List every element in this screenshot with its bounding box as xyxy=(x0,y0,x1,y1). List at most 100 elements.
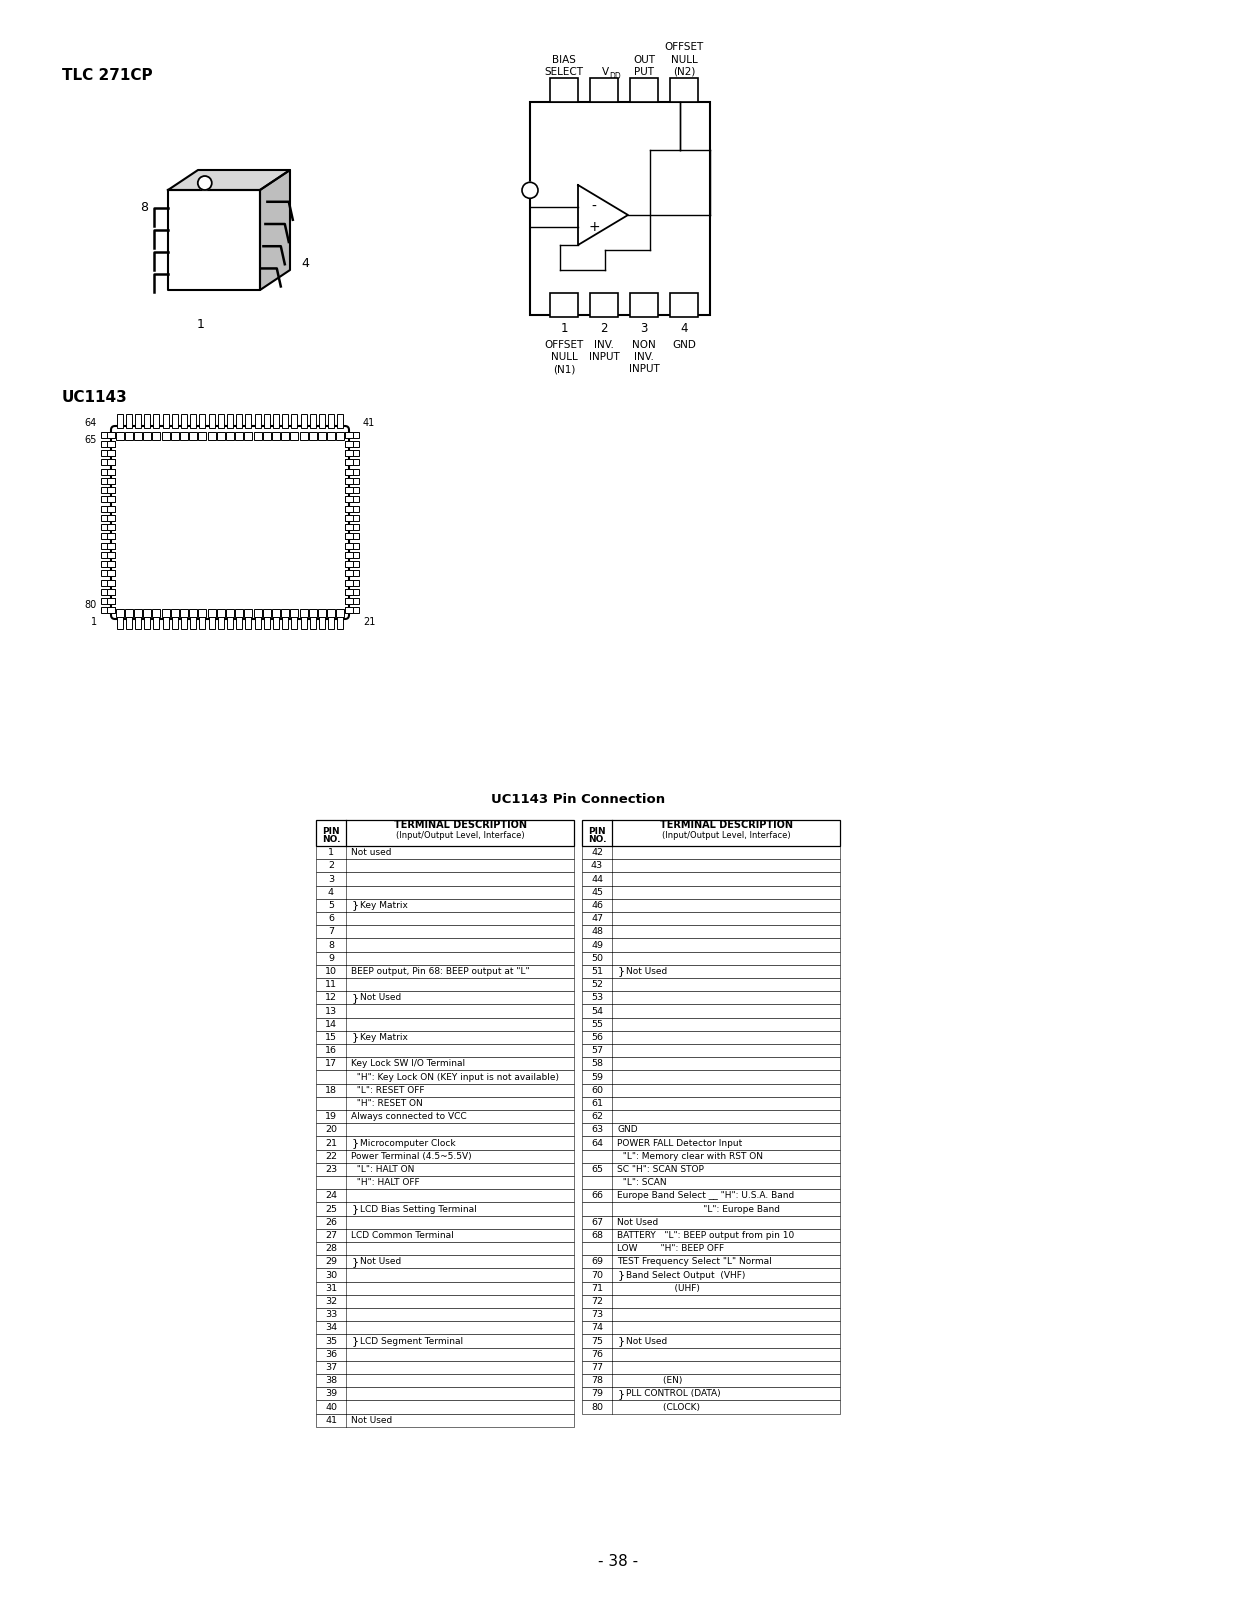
Bar xyxy=(345,496,353,502)
Text: 15: 15 xyxy=(325,1034,336,1042)
Text: 9: 9 xyxy=(328,954,334,963)
Text: "L": RESET OFF: "L": RESET OFF xyxy=(351,1086,424,1094)
Bar xyxy=(106,608,115,613)
Bar xyxy=(145,614,150,629)
Bar xyxy=(345,478,353,483)
Text: 80: 80 xyxy=(591,1403,602,1411)
Bar xyxy=(345,506,359,512)
Bar xyxy=(272,610,280,618)
Text: Not used: Not used xyxy=(351,848,391,858)
Text: 77: 77 xyxy=(591,1363,602,1371)
Bar xyxy=(345,533,353,539)
Bar xyxy=(135,414,141,427)
Bar xyxy=(106,525,115,530)
Text: LCD Segment Terminal: LCD Segment Terminal xyxy=(360,1336,463,1346)
Bar xyxy=(172,414,178,427)
Bar xyxy=(315,1030,574,1045)
Bar xyxy=(152,432,161,440)
Bar xyxy=(315,899,574,912)
Text: 29: 29 xyxy=(325,1258,336,1266)
Bar xyxy=(301,414,307,427)
Text: GND: GND xyxy=(672,341,696,350)
Bar xyxy=(315,1334,574,1347)
Bar xyxy=(125,432,132,440)
Bar xyxy=(581,1123,840,1136)
Bar xyxy=(101,562,115,566)
Text: PUT: PUT xyxy=(635,67,654,77)
Bar xyxy=(245,614,251,629)
Text: 1: 1 xyxy=(328,848,334,858)
Bar xyxy=(630,293,658,317)
Bar xyxy=(101,442,115,446)
Bar xyxy=(315,1269,574,1282)
Bar xyxy=(581,1294,840,1309)
Text: }: } xyxy=(618,1389,625,1398)
Bar xyxy=(172,614,178,629)
Text: NON: NON xyxy=(632,341,656,350)
Bar xyxy=(345,442,353,446)
Bar xyxy=(291,610,298,618)
Bar xyxy=(315,1176,574,1189)
Text: 73: 73 xyxy=(591,1310,604,1318)
Text: -: - xyxy=(591,200,596,214)
Bar xyxy=(315,872,574,886)
Bar xyxy=(345,570,353,576)
Text: 59: 59 xyxy=(591,1072,602,1082)
Bar xyxy=(153,414,160,427)
Bar xyxy=(581,859,840,872)
Bar xyxy=(181,614,187,629)
Text: UC1143 Pin Connection: UC1143 Pin Connection xyxy=(491,794,666,806)
Bar xyxy=(315,1189,574,1203)
Bar xyxy=(226,610,234,618)
Bar xyxy=(315,1400,574,1414)
Bar xyxy=(153,614,160,629)
Text: 64: 64 xyxy=(85,418,96,427)
Text: 5: 5 xyxy=(680,85,688,99)
Text: BEEP output, Pin 68: BEEP output at "L": BEEP output, Pin 68: BEEP output at "L" xyxy=(351,966,529,976)
Bar xyxy=(106,589,115,595)
Text: 50: 50 xyxy=(591,954,602,963)
Text: 74: 74 xyxy=(591,1323,602,1333)
Bar xyxy=(245,414,251,427)
Bar xyxy=(106,442,115,446)
Bar xyxy=(254,610,261,618)
Bar xyxy=(581,886,840,899)
Text: 10: 10 xyxy=(325,966,336,976)
Bar xyxy=(106,432,115,438)
Text: Always connected to VCC: Always connected to VCC xyxy=(351,1112,466,1122)
Bar xyxy=(345,432,353,438)
Polygon shape xyxy=(578,186,628,245)
Bar xyxy=(345,608,359,613)
Bar xyxy=(315,1045,574,1058)
Bar xyxy=(315,1123,574,1136)
Bar xyxy=(101,552,115,558)
Text: TERMINAL DESCRIPTION: TERMINAL DESCRIPTION xyxy=(659,819,793,830)
Text: 62: 62 xyxy=(591,1112,602,1122)
Bar xyxy=(115,610,124,618)
Text: 66: 66 xyxy=(591,1192,602,1200)
Text: }: } xyxy=(353,1336,359,1346)
Polygon shape xyxy=(260,170,289,290)
Text: TLC 271CP: TLC 271CP xyxy=(62,67,152,83)
Bar xyxy=(581,1309,840,1322)
Text: OFFSET: OFFSET xyxy=(664,42,704,51)
Text: Not Used: Not Used xyxy=(351,1416,392,1424)
Text: 4: 4 xyxy=(301,258,309,270)
Bar xyxy=(345,506,353,512)
Text: 76: 76 xyxy=(591,1350,602,1358)
Text: 49: 49 xyxy=(591,941,602,949)
Bar xyxy=(116,414,122,427)
Bar xyxy=(309,432,317,440)
Bar xyxy=(581,1387,840,1400)
Bar xyxy=(345,515,353,522)
Bar xyxy=(345,562,359,566)
Bar xyxy=(581,1282,840,1294)
Text: 22: 22 xyxy=(325,1152,336,1160)
Text: 37: 37 xyxy=(325,1363,336,1371)
Bar xyxy=(199,614,205,629)
Bar xyxy=(309,414,315,427)
Text: V: V xyxy=(602,67,609,77)
Text: INPUT: INPUT xyxy=(628,365,659,374)
Bar xyxy=(345,450,353,456)
Bar xyxy=(101,525,115,530)
